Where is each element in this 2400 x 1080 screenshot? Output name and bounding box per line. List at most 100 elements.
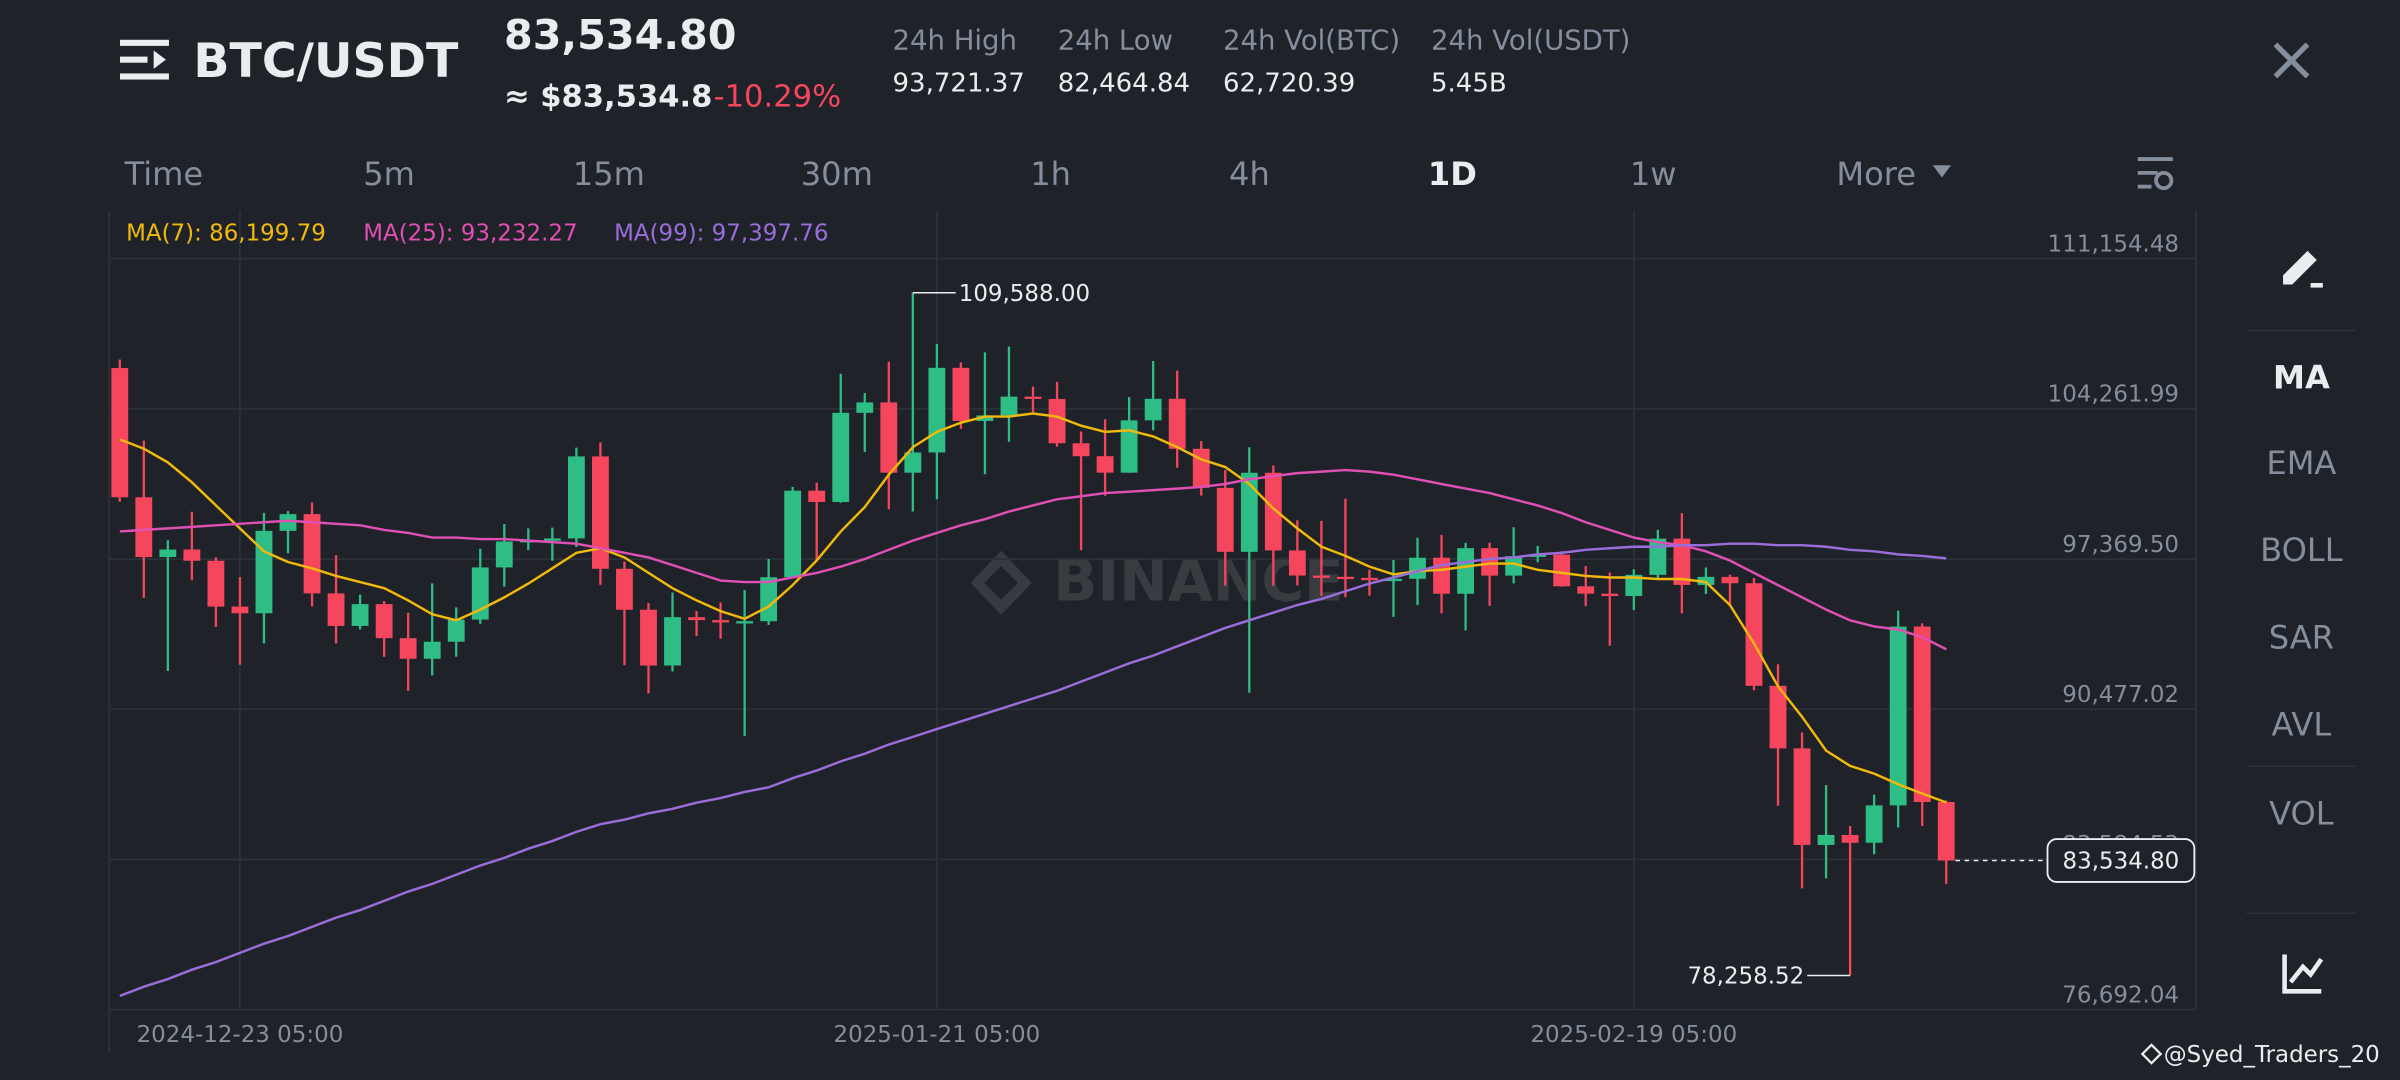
price-change: -10.29% — [714, 79, 842, 114]
y-tick-label: 97,369.50 — [2062, 532, 2179, 558]
draw-icon-base — [2310, 283, 2323, 288]
candle-body — [1072, 443, 1090, 457]
timeframe-tab[interactable]: 1h — [1030, 155, 1071, 193]
candle-body — [495, 541, 513, 568]
candle-body — [327, 593, 345, 626]
timeframe-tab[interactable]: 1D — [1428, 155, 1477, 193]
candle-body — [1577, 586, 1595, 594]
timeframe-tab[interactable]: More — [1836, 155, 1916, 193]
candle-body — [1048, 398, 1066, 444]
candle-body — [760, 577, 778, 622]
candle-body — [1673, 538, 1691, 585]
legend-entry: MA(99): 97,397.76 — [614, 221, 828, 247]
menu-icon[interactable] — [120, 39, 169, 80]
candle-body — [1745, 583, 1763, 686]
settings-icon[interactable] — [2137, 157, 2174, 191]
dropdown-arrow — [1932, 165, 1952, 178]
indicator-item[interactable]: AVL — [2272, 706, 2332, 744]
plot: 109,588.00 78,258.52 83,534.80 — [111, 281, 2196, 998]
fiat-price: ≈ $83,534.8 — [504, 79, 712, 114]
indicator-item[interactable]: BOLL — [2260, 531, 2343, 569]
pair-name[interactable]: BTC/USDT — [193, 34, 459, 89]
draw-icon[interactable] — [2283, 250, 2317, 285]
y-tick-label: 111,154.48 — [2048, 231, 2179, 257]
last-price: 83,534.80 — [504, 11, 737, 59]
candle-body — [207, 560, 225, 607]
stat-label: 24h Vol(USDT) — [1431, 24, 1630, 56]
candle-body — [688, 617, 705, 621]
candle-body — [159, 549, 177, 558]
timeframe-tab[interactable]: 1w — [1630, 155, 1677, 193]
ma-line — [119, 412, 1947, 804]
stat-label: 24h Low — [1058, 24, 1173, 56]
candle-body — [1865, 805, 1883, 843]
candle-body — [1817, 834, 1835, 845]
stat-value: 62,720.39 — [1223, 69, 1355, 99]
stat-value: 5.45B — [1431, 69, 1507, 99]
close-stroke — [2273, 42, 2310, 79]
timeframe-tab[interactable]: 15m — [573, 155, 645, 193]
candle-body — [183, 549, 201, 561]
candle-body — [1793, 748, 1811, 845]
candle-body — [1144, 398, 1162, 421]
candle-body — [640, 609, 657, 666]
candle-body — [1457, 548, 1475, 594]
indicator-menu: MA EMA BOLL SAR AVL VOL — [2260, 358, 2343, 832]
candle-body — [616, 568, 633, 610]
side-toolbar — [2246, 250, 2357, 994]
chart-icon-axis — [2282, 954, 2322, 994]
candle-body — [1024, 396, 1042, 399]
candle-body — [1841, 834, 1859, 843]
candle-body — [928, 367, 946, 453]
candle-body — [736, 621, 754, 624]
candle-body — [976, 415, 994, 421]
high-label: 109,588.00 — [959, 281, 1090, 307]
candle-body — [1529, 554, 1547, 557]
candle-body — [1120, 420, 1138, 473]
legend-entry: MA(25): 93,232.27 — [363, 221, 577, 247]
stats: 24h High 93,721.37 24h Low 82,464.84 24h Vol… — [893, 24, 1631, 98]
candle-body — [1216, 487, 1234, 552]
menu-bar — [120, 73, 169, 80]
y-tick-label: 76,692.04 — [2062, 982, 2179, 1008]
indicator-item[interactable]: SAR — [2269, 618, 2334, 656]
ma-line — [119, 468, 1947, 651]
candle-body — [1769, 685, 1787, 749]
low-label: 78,258.52 — [1687, 964, 1804, 990]
last-price-label: 83,534.80 — [2063, 849, 2180, 875]
candle-body — [279, 514, 297, 531]
candle-body — [1937, 801, 1955, 861]
candle-body — [447, 619, 465, 642]
close-button[interactable] — [2273, 42, 2310, 79]
candle-body — [712, 620, 729, 623]
candle-body — [664, 617, 681, 666]
timeframe-tab[interactable]: Time — [124, 155, 204, 193]
candle-body — [1625, 574, 1643, 597]
chart-icon[interactable] — [2282, 954, 2324, 994]
indicator-item[interactable]: EMA — [2266, 444, 2336, 482]
indicator-item[interactable]: VOL — [2269, 794, 2334, 832]
timeframe-tab[interactable]: 4h — [1229, 155, 1270, 193]
candle-body — [1096, 456, 1114, 473]
candle-body — [808, 490, 826, 502]
timeframe-tab[interactable]: 5m — [363, 155, 415, 193]
candle-body — [1264, 472, 1282, 551]
y-tick-label: 104,261.99 — [2048, 382, 2179, 408]
candle-body — [1409, 557, 1426, 579]
y-tick-label: 90,477.02 — [2062, 682, 2179, 708]
timeframe-tab[interactable]: 30m — [801, 155, 873, 193]
candle-body — [111, 368, 129, 498]
candle-body — [567, 456, 585, 539]
x-tick-label: 2025-01-21 05:00 — [834, 1022, 1041, 1048]
candle-body — [880, 402, 898, 473]
plot-frame — [108, 211, 2197, 1053]
indicator-item[interactable]: MA — [2273, 358, 2330, 396]
x-tick-label: 2025-02-19 05:00 — [1530, 1022, 1737, 1048]
candle-body — [135, 497, 153, 558]
candle-body — [255, 530, 273, 614]
candle-body — [375, 604, 393, 639]
candle-body — [543, 538, 561, 541]
candle-body — [592, 456, 609, 569]
